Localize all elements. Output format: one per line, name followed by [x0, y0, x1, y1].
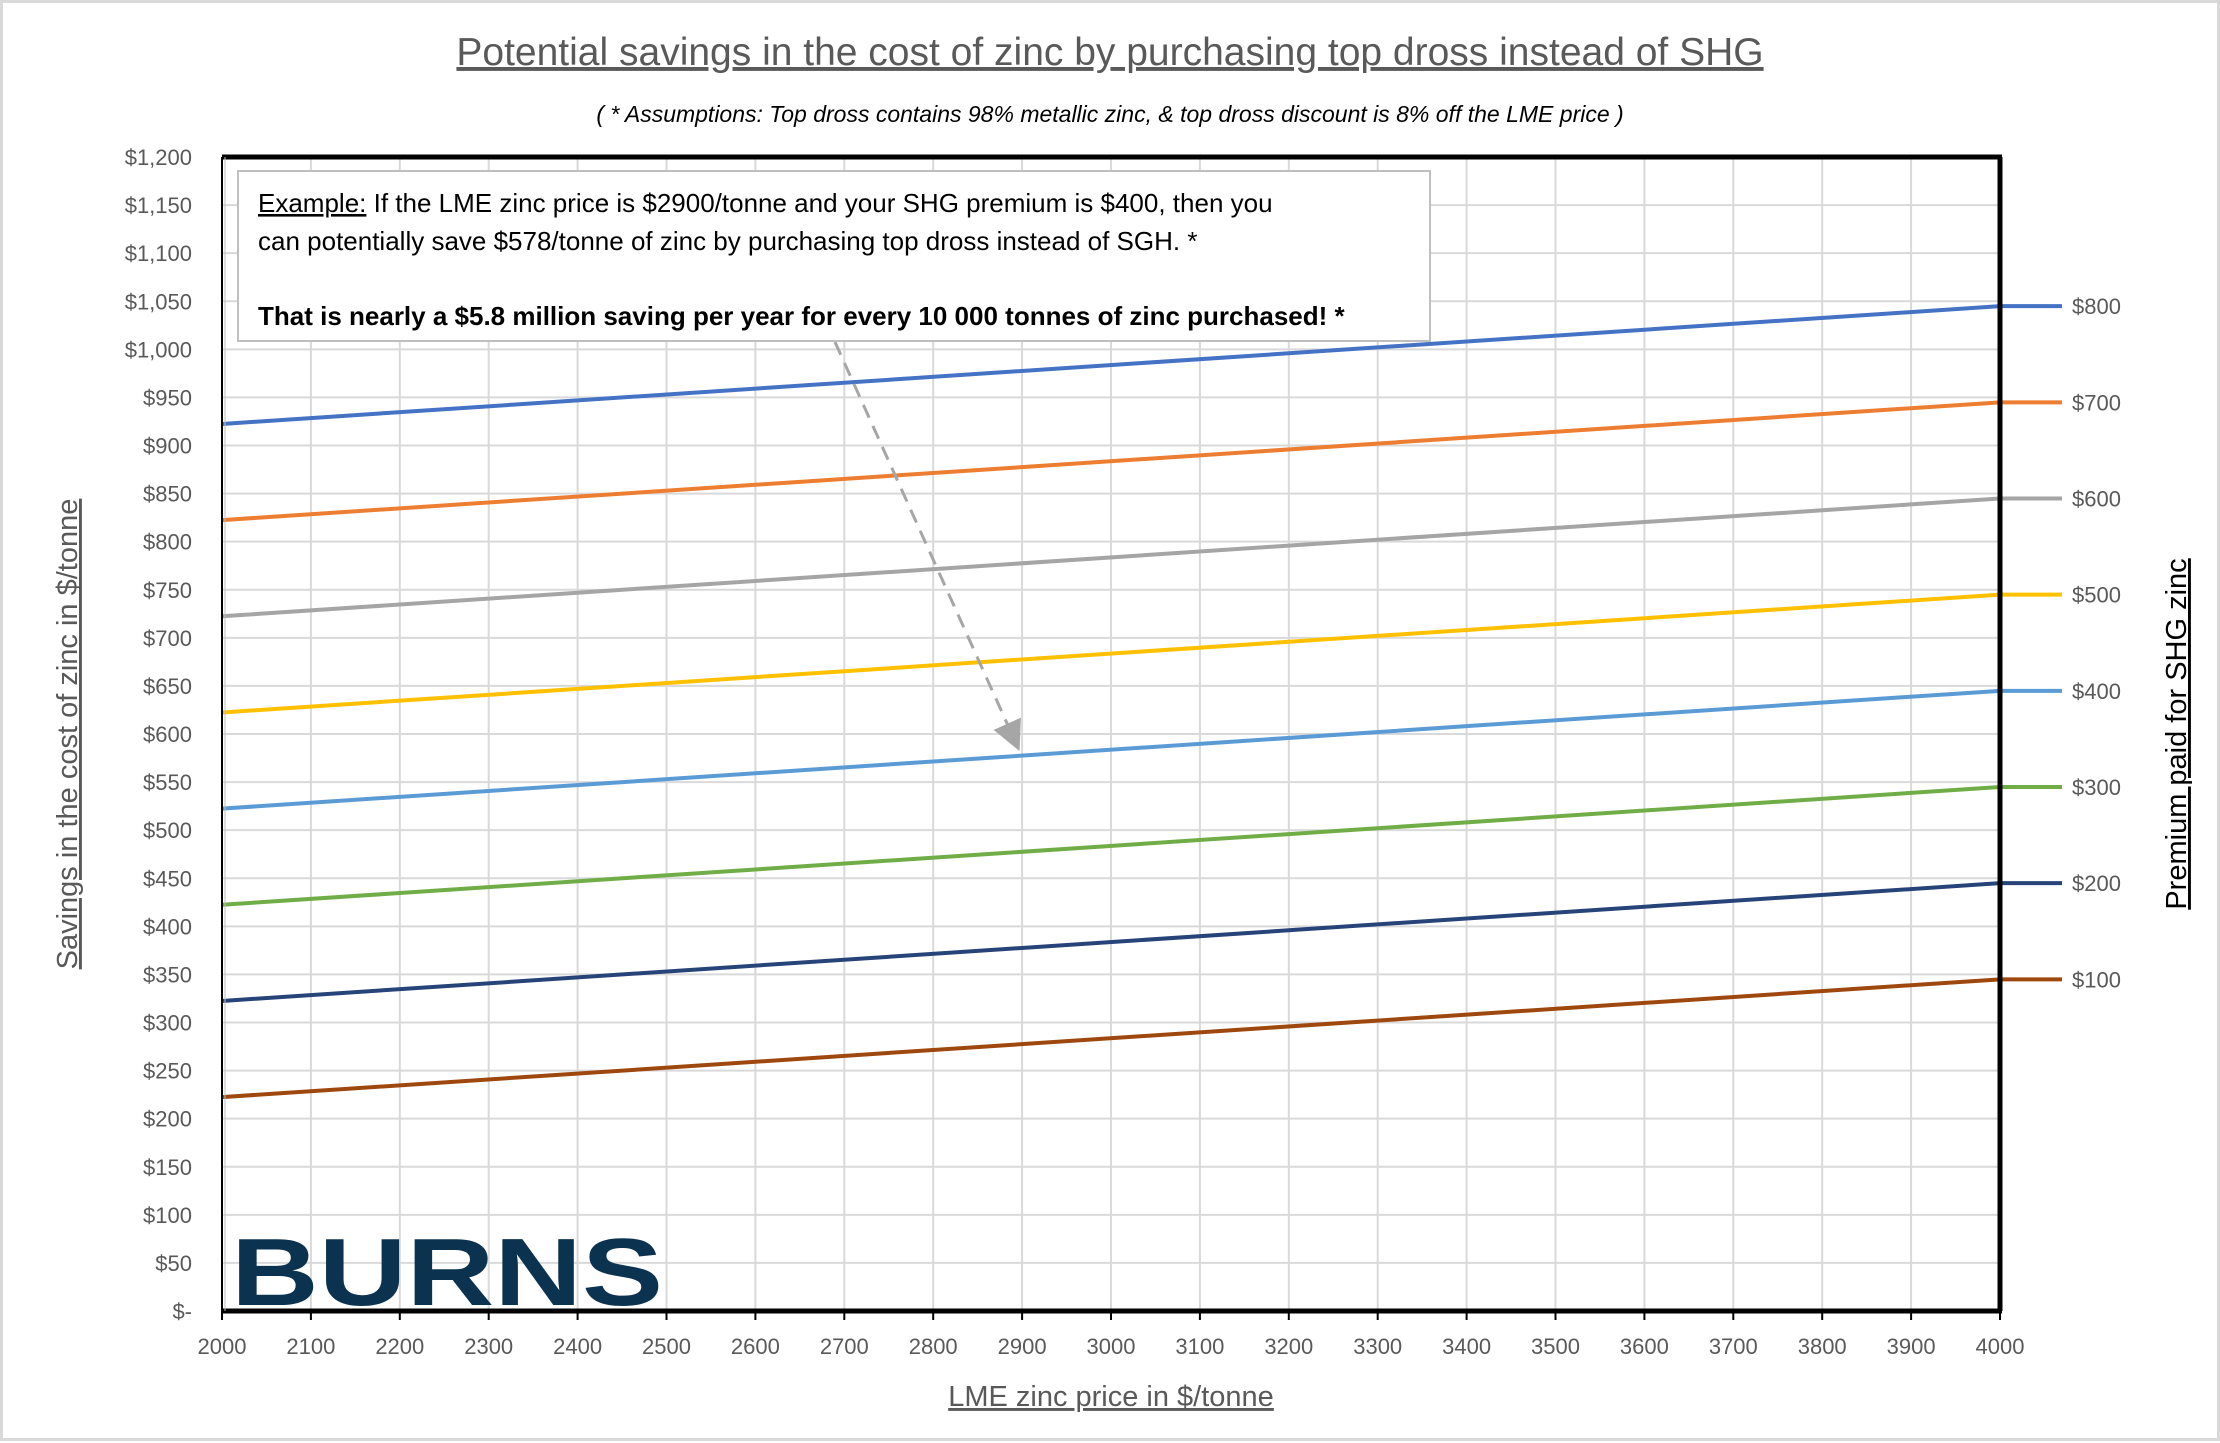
x-tick-label: 3300 — [1353, 1334, 1402, 1359]
x-tick-label: 3600 — [1620, 1334, 1669, 1359]
series-line — [221, 496, 2001, 619]
annotation-box: Example: If the LME zinc price is $2900/… — [237, 170, 1431, 342]
burns-logo: BURNS — [231, 1219, 663, 1326]
x-tick-label: 3800 — [1798, 1334, 1847, 1359]
series-end-label: $500 — [2072, 583, 2121, 608]
example-arrow — [833, 341, 1021, 752]
y-tick-label: $800 — [143, 530, 192, 555]
x-axis-title: LME zinc price in $/tonne — [948, 1381, 1274, 1413]
x-tick-label: 2800 — [909, 1334, 958, 1359]
svg-text:Example: If the LME zinc price: Example: If the LME zinc price is $2900/… — [258, 188, 1273, 218]
chart-subtitle: ( * Assumptions: Top dross contains 98% … — [596, 101, 1623, 127]
series-end-labels: $800 $700 $600 $500 $400 $300 $200 $100 — [2000, 294, 2121, 992]
y-tick-label: $650 — [143, 674, 192, 699]
annotation-label: Example: — [258, 188, 366, 218]
series-line — [221, 977, 2001, 1100]
y-tick-label: $1,200 — [125, 145, 192, 170]
series-line — [221, 592, 2001, 715]
x-tick-label: 3000 — [1087, 1334, 1136, 1359]
y-tick-label: $900 — [143, 434, 192, 459]
line-chart: Potential savings in the cost of zinc by… — [52, 31, 2193, 1413]
x-tick-label: 2900 — [998, 1334, 1047, 1359]
y-tick-label: $350 — [143, 962, 192, 987]
y-axis-title: Savings in the cost of zinc in $/tonne — [52, 499, 84, 970]
y-tick-label: $700 — [143, 626, 192, 651]
x-tick-label: 2700 — [820, 1334, 869, 1359]
y-axis-ticks: $- $50 $100 $150 $200 $250 $300 $350 $400 $450 $50… — [125, 145, 192, 1324]
series-line — [221, 784, 2001, 907]
x-tick-label: 3700 — [1709, 1334, 1758, 1359]
x-tick-label: 3100 — [1175, 1334, 1224, 1359]
x-tick-label: 2600 — [731, 1334, 780, 1359]
x-tick-label: 2000 — [198, 1334, 247, 1359]
y-tick-label: $500 — [143, 818, 192, 843]
x-tick-label: 4000 — [1976, 1334, 2025, 1359]
x-tick-label: 3400 — [1442, 1334, 1491, 1359]
y-tick-label: $150 — [143, 1155, 192, 1180]
y2-axis-title: Premium paid for SHG zinc — [2161, 558, 2193, 909]
series-line — [221, 304, 2001, 426]
x-tick-label: 3200 — [1264, 1334, 1313, 1359]
x-tick-label: 2300 — [464, 1334, 513, 1359]
logo-text: BURNS — [231, 1219, 663, 1326]
x-tick-label: 3500 — [1531, 1334, 1580, 1359]
y-tick-label: $1,150 — [125, 193, 192, 218]
series-lines — [221, 304, 2001, 1100]
y-tick-label: $250 — [143, 1059, 192, 1084]
y-tick-label: $1,050 — [125, 289, 192, 314]
series-line — [221, 881, 2001, 1003]
series-line — [221, 400, 2001, 523]
y-tick-label: $- — [172, 1299, 192, 1324]
series-end-label: $400 — [2072, 679, 2121, 704]
series-end-label: $200 — [2072, 871, 2121, 896]
y-tick-label: $750 — [143, 578, 192, 603]
y-tick-label: $400 — [143, 914, 192, 939]
y-tick-label: $550 — [143, 770, 192, 795]
y-tick-label: $100 — [143, 1203, 192, 1228]
x-tick-label: 2400 — [553, 1334, 602, 1359]
annotation-line-1: If the LME zinc price is $2900/tonne and… — [366, 188, 1272, 218]
y-tick-label: $50 — [155, 1251, 192, 1276]
annotation-line-2: can potentially save $578/tonne of zinc … — [258, 226, 1197, 256]
series-end-label: $300 — [2072, 775, 2121, 800]
series-line — [221, 688, 2001, 811]
y-tick-label: $850 — [143, 482, 192, 507]
chart-title: Potential savings in the cost of zinc by… — [456, 31, 1763, 74]
y-tick-label: $450 — [143, 866, 192, 891]
y-tick-label: $300 — [143, 1011, 192, 1036]
y-tick-label: $950 — [143, 385, 192, 410]
series-end-label: $600 — [2072, 486, 2121, 511]
annotation-line-3: That is nearly a $5.8 million saving per… — [258, 301, 1346, 331]
series-end-label: $800 — [2072, 294, 2121, 319]
x-tick-label: 2500 — [642, 1334, 691, 1359]
x-tick-label: 3900 — [1887, 1334, 1936, 1359]
y-tick-label: $600 — [143, 722, 192, 747]
x-axis-ticks: 2000 2100 2200 2300 2400 2500 2600 2700 2800 2900… — [198, 1311, 2025, 1359]
series-end-label: $100 — [2072, 967, 2121, 992]
series-end-label: $700 — [2072, 390, 2121, 415]
plot-border — [221, 154, 2003, 1314]
x-tick-label: 2100 — [286, 1334, 335, 1359]
y-tick-label: $1,100 — [125, 241, 192, 266]
y-tick-label: $200 — [143, 1107, 192, 1132]
y-tick-label: $1,000 — [125, 337, 192, 362]
x-tick-label: 2200 — [375, 1334, 424, 1359]
